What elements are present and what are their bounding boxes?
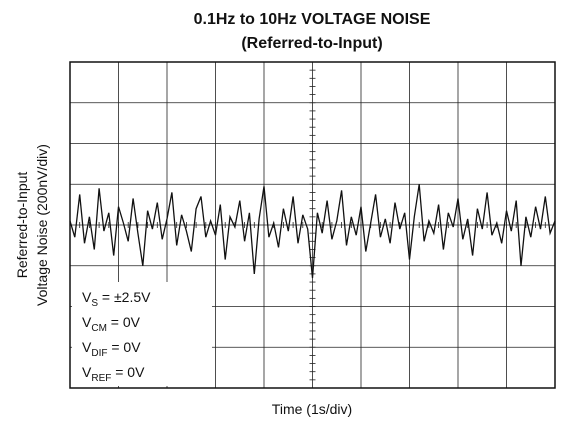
y-axis-label: Voltage Noise (200nV/div)	[34, 144, 50, 306]
annotation-sub: CM	[91, 323, 107, 334]
annotation: VREF = 0V	[82, 364, 145, 384]
annotation-box	[72, 282, 212, 386]
annotation: VS = ±2.5V	[82, 289, 151, 309]
chart-subtitle: (Referred-to-Input)	[241, 35, 382, 52]
annotation-main: V	[82, 364, 92, 380]
chart-title: 0.1Hz to 10Hz VOLTAGE NOISE	[194, 11, 431, 28]
plot-frame	[69, 61, 556, 389]
y-axis-label: Referred-to-Input	[14, 172, 30, 279]
annotation-sub: REF	[91, 373, 111, 384]
annotation-rest: = 0V	[107, 314, 141, 330]
x-axis-label: Time (1s/div)	[272, 401, 352, 417]
annotation-main: V	[82, 289, 92, 305]
annotation-rest: = ±2.5V	[98, 289, 151, 305]
annotation-rest: = 0V	[107, 339, 141, 355]
annotation-main: V	[82, 314, 92, 330]
annotation-sub: S	[91, 298, 98, 309]
annotation-rest: = 0V	[111, 364, 145, 380]
annotation-sub: DIF	[91, 348, 107, 359]
annotation: VDIF = 0V	[82, 339, 141, 359]
annotation-main: V	[82, 339, 92, 355]
annotation: VCM = 0V	[82, 314, 141, 334]
noise-trace	[69, 184, 556, 279]
